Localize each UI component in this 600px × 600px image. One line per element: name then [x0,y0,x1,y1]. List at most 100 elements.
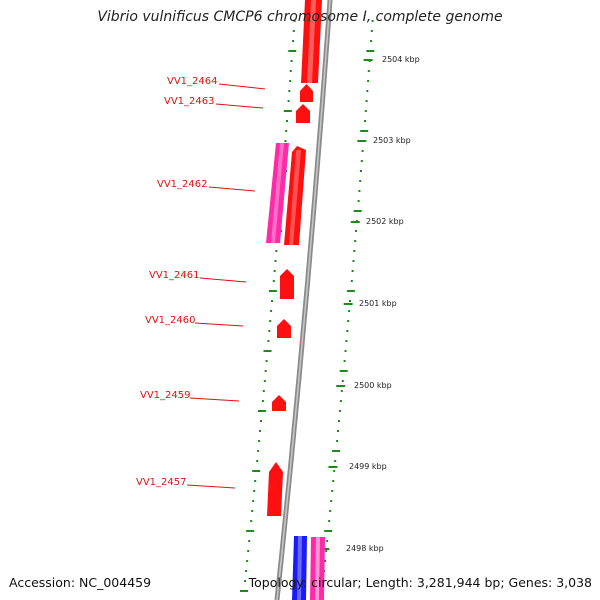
tick-ring-outer [366,50,375,52]
tick-ring-outer [352,260,355,262]
tick-ring-inner [264,370,267,372]
tick-ring-inner [268,290,277,292]
tick-ring-outer [347,320,350,322]
tick-ring-inner [252,500,255,502]
tick-ring-inner [258,440,261,442]
tick-ring-outer [354,240,357,242]
tick-ring-inner [289,70,292,72]
gene-label-vv1-2457[interactable]: VV1_2457 [136,477,187,488]
tick-ring-inner [246,560,249,562]
tick-ring-outer [361,150,364,152]
tick-ring-inner [288,90,291,92]
tick-ring-outer [360,130,369,132]
tick-ring-outer [360,160,363,162]
scale-tick [363,59,373,61]
tick-ring-outer [326,540,329,542]
leader-line [189,397,240,402]
tick-ring-outer [360,170,362,172]
tick-ring-outer [365,100,368,102]
gene-label-vv1-2463[interactable]: VV1_2463 [164,96,215,107]
tick-ring-inner [263,380,266,382]
tick-ring-inner [285,130,288,132]
tick-ring-outer [348,310,351,312]
gene-feature-vv1-2457 [267,462,283,516]
gene-label-vv1-2461[interactable]: VV1_2461 [149,270,200,281]
tick-ring-outer [343,360,346,362]
gene-feature-vv1-2462-shade [289,150,301,245]
tick-ring-outer [346,330,349,332]
tick-ring-inner [262,390,265,392]
tick-ring-outer [332,480,335,482]
gene-label-vv1-2460[interactable]: VV1_2460 [145,315,196,326]
tick-ring-outer [357,200,360,202]
leader-line [218,83,266,90]
tick-ring-outer [325,550,328,552]
tick-ring-outer [364,120,366,122]
genome-backbone-highlight [276,0,331,600]
tick-ring-inner [256,460,259,462]
tick-ring-inner [271,300,273,302]
tick-ring-inner [292,40,295,42]
tick-ring-outer [338,410,341,412]
tick-ring-outer [331,490,334,492]
scale-tick [343,303,353,305]
scale-tick [350,221,360,223]
tick-ring-outer [345,340,348,342]
scale-tick [357,140,367,142]
gene-feature-bottom-minus-shade [315,537,320,600]
tick-ring-outer [330,500,333,502]
tick-ring-outer [333,470,336,472]
tick-ring-outer [370,40,373,42]
tick-ring-inner [286,120,288,122]
tick-ring-outer [367,80,370,82]
tick-ring-inner [268,330,271,332]
tick-ring-outer [366,90,369,92]
gene-feature-vv1-2461 [280,269,294,299]
tick-ring-outer [324,530,333,532]
leader-line [186,484,236,489]
gene-feature-vv1-2459 [272,395,286,411]
gene-label-vv1-2459[interactable]: VV1_2459 [140,390,191,401]
tick-ring-inner [254,480,257,482]
tick-ring-outer [338,420,340,422]
tick-ring-outer [339,370,348,372]
tick-ring-inner [265,360,268,362]
tick-ring-inner [263,350,272,352]
map-title: Vibrio vulnificus CMCP6 chromosome I, co… [97,9,503,25]
tick-ring-inner [272,280,275,282]
leader-line [215,103,264,109]
tick-ring-outer [334,460,337,462]
tick-ring-inner [274,260,277,262]
tick-ring-outer [328,520,331,522]
scale-label-2498: 2498 kbp [346,544,384,553]
tick-ring-outer [355,230,357,232]
tick-ring-inner [289,80,292,82]
gene-feature-vv1-2462-minus-shade [271,143,284,243]
gene-label-vv1-2464[interactable]: VV1_2464 [167,76,218,87]
tick-ring-inner [290,60,293,62]
tick-ring-inner [247,550,250,552]
tick-ring-outer [332,450,341,452]
scale-label-2504: 2504 kbp [382,55,420,64]
scale-tick [336,385,346,387]
tick-ring-outer [364,110,367,112]
tick-ring-outer [353,250,356,252]
tick-ring-inner [283,110,292,112]
tick-ring-outer [340,390,343,392]
tick-ring-outer [341,380,344,382]
gene-feature-vv1-2464 [300,84,313,102]
tick-ring-outer [337,430,339,432]
tick-ring-outer [353,210,362,212]
tick-ring-inner [246,530,255,532]
tick-ring-inner [257,450,260,452]
tick-ring-outer [350,280,353,282]
gene-label-vv1-2462[interactable]: VV1_2462 [157,179,208,190]
tick-ring-inner [257,410,266,412]
tick-ring-inner [287,100,290,102]
gene-feature-vv1-2463 [296,104,310,123]
gene-feature-blue-shade [297,536,302,600]
tick-ring-inner [252,470,261,472]
tick-ring-outer [349,300,351,302]
tick-ring-inner [240,590,248,592]
